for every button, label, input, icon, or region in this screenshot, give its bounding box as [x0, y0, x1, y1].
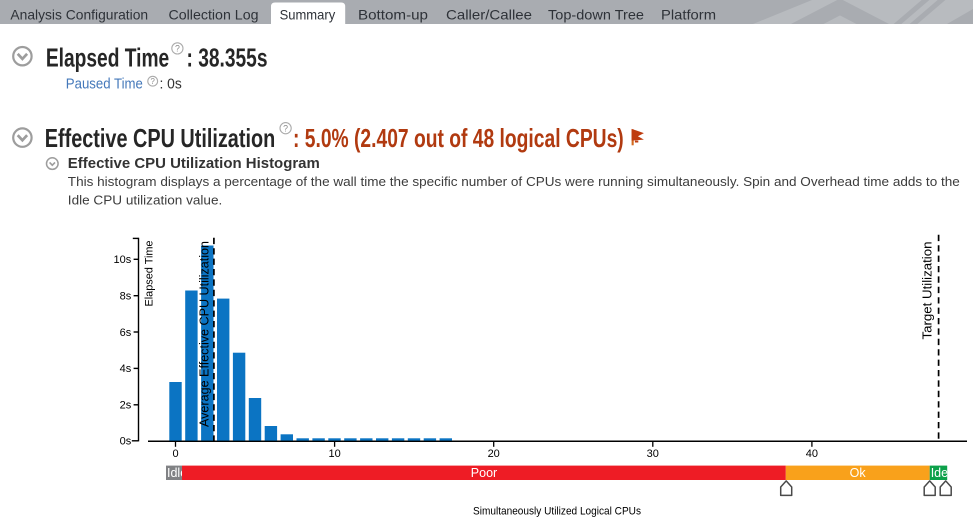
svg-text:Paused Time: Paused Time — [66, 77, 143, 93]
svg-text:Ideal: Ideal — [931, 466, 958, 480]
svg-text:Effective CPU Utilization Hist: Effective CPU Utilization Histogram — [68, 156, 320, 172]
svg-text:2s: 2s — [120, 400, 132, 412]
svg-text:Caller/Callee: Caller/Callee — [446, 7, 532, 23]
svg-text:0s: 0s — [120, 435, 132, 447]
svg-text:8s: 8s — [120, 291, 132, 303]
svg-text:Analysis Configuration: Analysis Configuration — [10, 7, 148, 23]
svg-text:0: 0 — [172, 448, 178, 460]
svg-text:: 5.0% (2.407 out of 48 logica: : 5.0% (2.407 out of 48 logical CPUs) — [293, 123, 624, 153]
svg-text:6s: 6s — [120, 327, 132, 339]
svg-text:Idle: Idle — [167, 466, 187, 480]
svg-text:Target Utilization: Target Utilization — [920, 242, 935, 340]
svg-text:Effective CPU Utilization: Effective CPU Utilization — [45, 123, 275, 153]
svg-text:10s: 10s — [114, 254, 132, 266]
svg-text:30: 30 — [647, 448, 659, 460]
svg-text:Simultaneously Utilized Logica: Simultaneously Utilized Logical CPUs — [473, 506, 641, 518]
svg-text:: 0s: : 0s — [160, 77, 182, 93]
svg-text:Ok: Ok — [850, 466, 867, 480]
svg-text:Idle CPU utilization value.: Idle CPU utilization value. — [68, 193, 223, 208]
svg-text:Elapsed Time: Elapsed Time — [144, 241, 156, 307]
svg-text:20: 20 — [488, 448, 500, 460]
svg-text:Elapsed Time: Elapsed Time — [46, 42, 169, 72]
svg-text:Bottom-up: Bottom-up — [358, 7, 428, 23]
svg-text:Average Effective CPU Utilizat: Average Effective CPU Utilization — [197, 241, 212, 427]
svg-text:40: 40 — [806, 448, 818, 460]
svg-text:Top-down Tree: Top-down Tree — [548, 7, 644, 23]
svg-text:Platform: Platform — [661, 7, 716, 23]
svg-text:?: ? — [175, 44, 180, 54]
svg-text:Poor: Poor — [471, 466, 497, 480]
svg-text:: 38.355s: : 38.355s — [187, 42, 268, 72]
svg-text:Collection Log: Collection Log — [169, 7, 259, 23]
svg-text:?: ? — [283, 123, 288, 133]
svg-text:?: ? — [151, 77, 156, 86]
svg-text:4s: 4s — [120, 363, 132, 375]
svg-text:This histogram displays a perc: This histogram displays a percentage of … — [68, 174, 960, 189]
svg-text:Summary: Summary — [280, 7, 336, 23]
svg-text:10: 10 — [328, 448, 340, 460]
